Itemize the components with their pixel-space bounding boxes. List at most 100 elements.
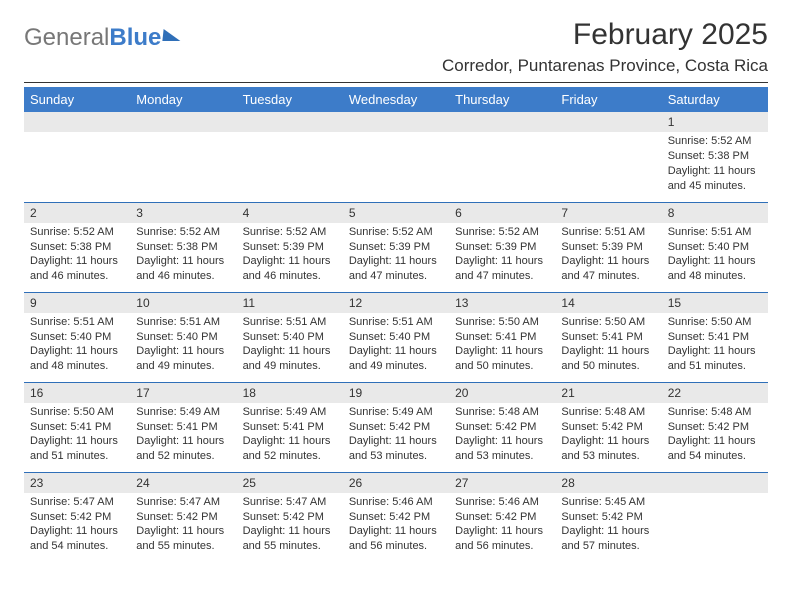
daylight-text: Daylight: 11 hours and 52 minutes. — [136, 434, 230, 464]
day-number: 2 — [24, 203, 130, 223]
day-number: 28 — [555, 473, 661, 493]
calendar-day-cell: 25Sunrise: 5:47 AMSunset: 5:42 PMDayligh… — [237, 472, 343, 562]
day-content — [237, 132, 343, 138]
weekday-header: Sunday — [24, 87, 130, 112]
day-content: Sunrise: 5:45 AMSunset: 5:42 PMDaylight:… — [555, 493, 661, 558]
sunrise-text: Sunrise: 5:51 AM — [30, 315, 124, 330]
sunset-text: Sunset: 5:41 PM — [455, 330, 549, 345]
day-content: Sunrise: 5:52 AMSunset: 5:39 PMDaylight:… — [343, 223, 449, 288]
calendar-day-cell: 6Sunrise: 5:52 AMSunset: 5:39 PMDaylight… — [449, 202, 555, 292]
location-subtitle: Corredor, Puntarenas Province, Costa Ric… — [442, 56, 768, 76]
sunset-text: Sunset: 5:42 PM — [243, 510, 337, 525]
day-content: Sunrise: 5:47 AMSunset: 5:42 PMDaylight:… — [130, 493, 236, 558]
day-content: Sunrise: 5:52 AMSunset: 5:39 PMDaylight:… — [449, 223, 555, 288]
day-number: 5 — [343, 203, 449, 223]
day-content: Sunrise: 5:51 AMSunset: 5:40 PMDaylight:… — [130, 313, 236, 378]
day-number: 13 — [449, 293, 555, 313]
sunrise-text: Sunrise: 5:52 AM — [136, 225, 230, 240]
sunset-text: Sunset: 5:41 PM — [30, 420, 124, 435]
daylight-text: Daylight: 11 hours and 49 minutes. — [349, 344, 443, 374]
daylight-text: Daylight: 11 hours and 45 minutes. — [668, 164, 762, 194]
calendar-day-cell — [449, 112, 555, 202]
sunset-text: Sunset: 5:42 PM — [561, 420, 655, 435]
calendar-header-row: Sunday Monday Tuesday Wednesday Thursday… — [24, 87, 768, 112]
day-number: 8 — [662, 203, 768, 223]
sunrise-text: Sunrise: 5:48 AM — [455, 405, 549, 420]
sunrise-text: Sunrise: 5:50 AM — [30, 405, 124, 420]
day-content: Sunrise: 5:49 AMSunset: 5:42 PMDaylight:… — [343, 403, 449, 468]
sunrise-text: Sunrise: 5:51 AM — [136, 315, 230, 330]
day-content: Sunrise: 5:46 AMSunset: 5:42 PMDaylight:… — [343, 493, 449, 558]
calendar-day-cell: 19Sunrise: 5:49 AMSunset: 5:42 PMDayligh… — [343, 382, 449, 472]
daylight-text: Daylight: 11 hours and 53 minutes. — [561, 434, 655, 464]
sunset-text: Sunset: 5:40 PM — [243, 330, 337, 345]
day-content — [662, 493, 768, 499]
daylight-text: Daylight: 11 hours and 48 minutes. — [668, 254, 762, 284]
day-number: 20 — [449, 383, 555, 403]
logo-sail-icon — [163, 29, 182, 41]
day-content: Sunrise: 5:52 AMSunset: 5:38 PMDaylight:… — [24, 223, 130, 288]
sunset-text: Sunset: 5:41 PM — [243, 420, 337, 435]
daylight-text: Daylight: 11 hours and 50 minutes. — [561, 344, 655, 374]
calendar-day-cell: 21Sunrise: 5:48 AMSunset: 5:42 PMDayligh… — [555, 382, 661, 472]
sunrise-text: Sunrise: 5:50 AM — [455, 315, 549, 330]
weekday-header: Monday — [130, 87, 236, 112]
sunrise-text: Sunrise: 5:51 AM — [243, 315, 337, 330]
brand-part2: Blue — [109, 24, 161, 52]
daylight-text: Daylight: 11 hours and 54 minutes. — [668, 434, 762, 464]
daylight-text: Daylight: 11 hours and 49 minutes. — [243, 344, 337, 374]
sunset-text: Sunset: 5:42 PM — [455, 420, 549, 435]
calendar-day-cell: 13 Sunrise: 5:50 AMSunset: 5:41 PMDayligh… — [449, 292, 555, 382]
day-number: 22 — [662, 383, 768, 403]
sunset-text: Sunset: 5:42 PM — [349, 510, 443, 525]
day-number — [130, 112, 236, 132]
daylight-text: Daylight: 11 hours and 46 minutes. — [30, 254, 124, 284]
sunrise-text: Sunrise: 5:49 AM — [349, 405, 443, 420]
day-number: 24 — [130, 473, 236, 493]
sunrise-text: Sunrise: 5:51 AM — [668, 225, 762, 240]
sunset-text: Sunset: 5:38 PM — [30, 240, 124, 255]
day-content: Sunrise: 5:47 AMSunset: 5:42 PMDaylight:… — [24, 493, 130, 558]
daylight-text: Daylight: 11 hours and 56 minutes. — [349, 524, 443, 554]
calendar-day-cell: 23Sunrise: 5:47 AMSunset: 5:42 PMDayligh… — [24, 472, 130, 562]
weekday-header: Thursday — [449, 87, 555, 112]
day-number: 9 — [24, 293, 130, 313]
day-content: Sunrise: 5:50 AMSunset: 5:41 PMDaylight:… — [662, 313, 768, 378]
day-number: 3 — [130, 203, 236, 223]
day-number: 1 — [662, 112, 768, 132]
calendar-day-cell: 16Sunrise: 5:50 AMSunset: 5:41 PMDayligh… — [24, 382, 130, 472]
day-number: 15 — [662, 293, 768, 313]
weekday-header: Tuesday — [237, 87, 343, 112]
day-number: 19 — [343, 383, 449, 403]
day-content: Sunrise: 5:50 AMSunset: 5:41 PMDaylight:… — [24, 403, 130, 468]
day-number: 12 — [343, 293, 449, 313]
daylight-text: Daylight: 11 hours and 50 minutes. — [455, 344, 549, 374]
daylight-text: Daylight: 11 hours and 48 minutes. — [30, 344, 124, 374]
sunrise-text: Sunrise: 5:49 AM — [136, 405, 230, 420]
calendar-week-row: 9Sunrise: 5:51 AMSunset: 5:40 PMDaylight… — [24, 292, 768, 382]
calendar-day-cell: 12Sunrise: 5:51 AMSunset: 5:40 PMDayligh… — [343, 292, 449, 382]
calendar-day-cell — [555, 112, 661, 202]
sunrise-text: Sunrise: 5:49 AM — [243, 405, 337, 420]
sunset-text: Sunset: 5:42 PM — [668, 420, 762, 435]
day-content: Sunrise: 5:52 AMSunset: 5:39 PMDaylight:… — [237, 223, 343, 288]
day-number: 18 — [237, 383, 343, 403]
daylight-text: Daylight: 11 hours and 46 minutes. — [136, 254, 230, 284]
sunrise-text: Sunrise: 5:48 AM — [668, 405, 762, 420]
daylight-text: Daylight: 11 hours and 52 minutes. — [243, 434, 337, 464]
calendar-day-cell: 7Sunrise: 5:51 AMSunset: 5:39 PMDaylight… — [555, 202, 661, 292]
sunset-text: Sunset: 5:42 PM — [136, 510, 230, 525]
sunrise-text: Sunrise: 5:51 AM — [349, 315, 443, 330]
month-title: February 2025 — [442, 18, 768, 52]
daylight-text: Daylight: 11 hours and 51 minutes. — [30, 434, 124, 464]
daylight-text: Daylight: 11 hours and 53 minutes. — [349, 434, 443, 464]
calendar-week-row: 2Sunrise: 5:52 AMSunset: 5:38 PMDaylight… — [24, 202, 768, 292]
sunset-text: Sunset: 5:39 PM — [243, 240, 337, 255]
daylight-text: Daylight: 11 hours and 49 minutes. — [136, 344, 230, 374]
day-content: Sunrise: 5:51 AMSunset: 5:40 PMDaylight:… — [24, 313, 130, 378]
day-number: 23 — [24, 473, 130, 493]
sunrise-text: Sunrise: 5:48 AM — [561, 405, 655, 420]
daylight-text: Daylight: 11 hours and 56 minutes. — [455, 524, 549, 554]
day-number — [24, 112, 130, 132]
daylight-text: Daylight: 11 hours and 47 minutes. — [455, 254, 549, 284]
